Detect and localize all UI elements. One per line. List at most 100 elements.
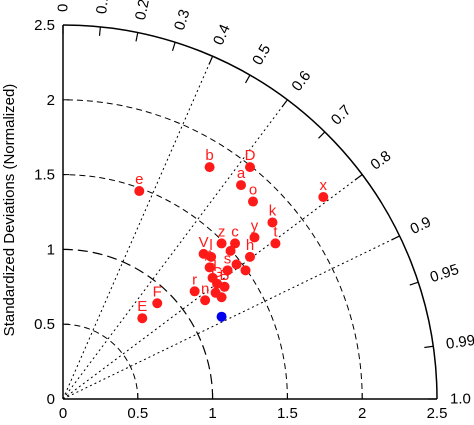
y-tick-label: 0 <box>47 391 55 408</box>
corr-tick <box>98 26 101 36</box>
point-label: z <box>218 223 226 240</box>
point-label: o <box>249 182 257 199</box>
outer-arc <box>62 24 438 400</box>
std-arc <box>62 99 363 400</box>
model-point <box>245 251 255 262</box>
model-point <box>318 192 329 203</box>
model-point <box>236 180 247 191</box>
reference-arc <box>62 248 214 400</box>
corr-tick-label: 0.3 <box>171 7 193 32</box>
x-tick-label: 2 <box>358 405 366 422</box>
y-axis-label: Standardized Deviations (Normalized) <box>1 84 18 337</box>
point-label: B <box>220 267 230 284</box>
corr-tick <box>244 74 251 84</box>
y-axis-ticks: 0 0.5 1 1.5 2 2.5 <box>34 17 69 408</box>
model-point <box>204 262 215 273</box>
y-tick-label: 2.5 <box>34 17 55 34</box>
corr-tick-label: 0.2 <box>132 0 153 22</box>
model-point <box>247 196 258 207</box>
corr-tick-label: 0.5 <box>249 42 274 69</box>
corr-tick-label: 0.1 <box>93 0 112 15</box>
corr-tick-label: 0.9 <box>408 214 434 238</box>
corr-tick <box>281 99 288 108</box>
corr-tick <box>391 235 400 241</box>
point-label: V <box>199 234 209 251</box>
correlation-radial-lines <box>62 56 400 400</box>
point-label: h <box>246 237 254 254</box>
corr-tick-label: 0 <box>55 4 72 12</box>
corr-tick <box>135 32 139 42</box>
model-point <box>137 313 148 324</box>
point-label: n <box>201 280 209 297</box>
model-point <box>204 162 215 173</box>
reference-point <box>216 311 227 322</box>
x-tick-label: 0 <box>59 405 67 422</box>
y-tick-label: 1.5 <box>34 167 55 184</box>
x-tick-label: 0.5 <box>127 405 148 422</box>
corr-line <box>62 174 363 400</box>
correlation-ticks: 0 0.1 0.2 0.3 0.4 0.5 0.6 0.7 0.8 0.9 0.95 0.99 1.0 <box>55 0 474 408</box>
model-point <box>222 265 233 276</box>
model-point <box>270 238 281 249</box>
model-point <box>230 238 241 249</box>
point-label: G <box>211 264 223 281</box>
x-tick-label: 2.5 <box>427 405 448 422</box>
std-dev-arcs <box>62 99 363 400</box>
corr-line <box>62 99 288 400</box>
point-label: c <box>231 223 239 240</box>
model-point <box>200 295 211 306</box>
point-label: F <box>153 283 162 300</box>
point-label: s <box>224 250 232 267</box>
corr-tick <box>208 55 214 65</box>
point-label: A <box>205 247 215 264</box>
y-tick-label: 0.5 <box>34 316 55 333</box>
point-label: E <box>137 298 147 315</box>
corr-tick-label: 1.0 <box>450 391 471 408</box>
corr-tick <box>424 345 434 349</box>
point-label: m <box>215 277 228 294</box>
std-arc <box>62 174 288 400</box>
y-tick-label: 1 <box>47 241 55 258</box>
model-point <box>219 281 230 292</box>
model-point <box>189 286 200 297</box>
corr-line <box>62 235 400 400</box>
corr-tick <box>409 281 419 286</box>
point-label: b <box>205 147 213 164</box>
std-arc <box>62 323 139 400</box>
model-point <box>152 298 163 309</box>
model-point <box>245 162 255 173</box>
corr-tick-label: 0.7 <box>328 102 355 129</box>
model-point <box>206 251 217 262</box>
point-label: r <box>192 271 197 288</box>
corr-tick <box>354 174 363 181</box>
model-point <box>216 238 227 249</box>
point-label: y <box>251 217 259 234</box>
point-label: l <box>209 237 212 254</box>
corr-line <box>62 56 214 400</box>
corr-tick-label: 0.8 <box>368 147 395 173</box>
point-label: t <box>273 223 278 240</box>
y-tick-label: 2 <box>47 92 55 109</box>
model-point <box>249 232 260 243</box>
corr-tick <box>171 42 176 51</box>
model-point <box>267 217 278 228</box>
model-point <box>212 278 223 289</box>
corr-tick-label: 0.95 <box>428 261 461 286</box>
axes <box>62 24 438 400</box>
corr-tick-label: 0.4 <box>210 22 234 48</box>
model-point <box>225 245 236 256</box>
x-tick-label: 1 <box>208 405 216 422</box>
point-label: x <box>320 177 328 194</box>
model-point <box>198 248 209 259</box>
point-label: e <box>135 171 143 188</box>
corr-tick-label: 0.99 <box>445 332 474 353</box>
model-point <box>210 287 221 298</box>
x-axis-ticks: 0 0.5 1 1.5 2 2.5 <box>59 393 448 422</box>
point-label: D <box>245 147 256 164</box>
model-point <box>231 259 242 270</box>
point-label: k <box>269 202 277 219</box>
corr-tick-label: 0.6 <box>288 68 314 95</box>
point-label: d <box>208 258 216 275</box>
